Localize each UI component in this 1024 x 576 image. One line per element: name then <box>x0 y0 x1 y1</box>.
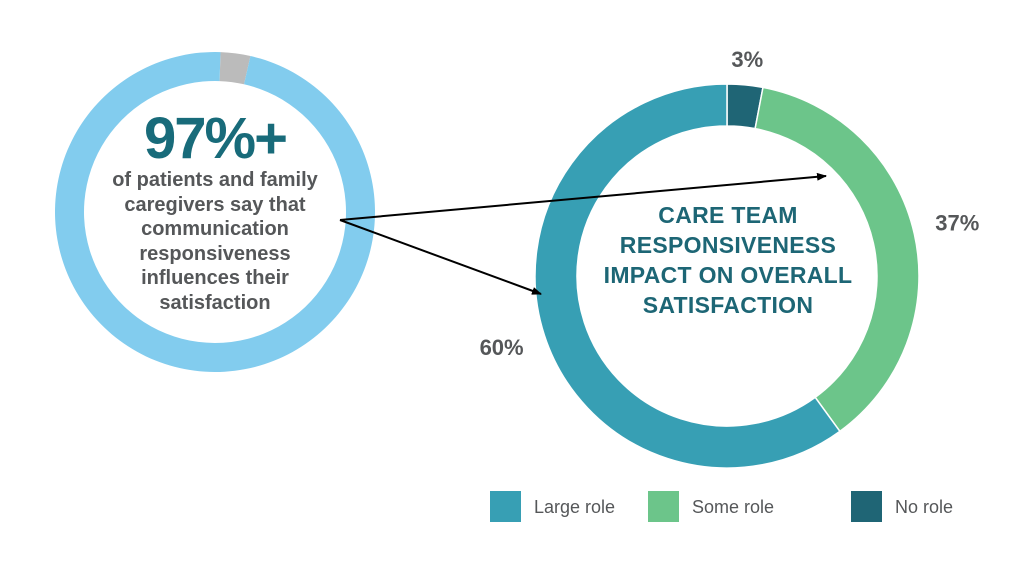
stat-value: 97%+ <box>144 106 288 171</box>
data-label-some-role: 37% <box>935 210 979 235</box>
legend-label-no-role: No role <box>895 497 953 517</box>
legend-swatch-some-role <box>648 491 679 522</box>
left-stat-ring <box>54 52 375 372</box>
data-label-large-role: 60% <box>480 335 524 360</box>
connector-arrows <box>339 172 827 295</box>
legend-swatch-no-role <box>851 491 882 522</box>
chart-title: CARE TEAM RESPONSIVENESS IMPACT ON OVERA… <box>603 202 853 318</box>
legend-label-large-role: Large role <box>534 497 615 517</box>
legend-swatch-large-role <box>490 491 521 522</box>
donut-slice-large-role <box>534 83 841 469</box>
legend: Large role Some role No role <box>490 491 953 522</box>
donut-chart <box>534 83 920 469</box>
data-labels: 60% 37% 3% <box>480 47 980 360</box>
arrow-to-large-role <box>339 219 542 295</box>
data-label-no-role: 3% <box>731 47 763 72</box>
left-ring-remainder-arc <box>219 52 251 85</box>
stat-description: of patients and family caregivers say th… <box>112 169 318 314</box>
legend-label-some-role: Some role <box>692 497 774 517</box>
arrow-to-some-role <box>339 172 827 221</box>
